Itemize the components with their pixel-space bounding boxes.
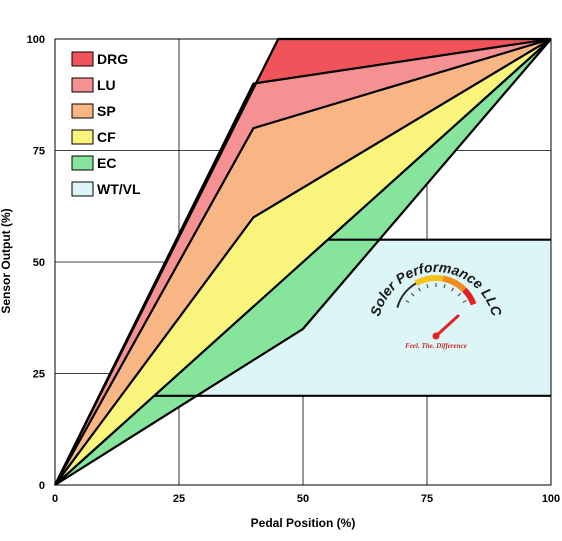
gauge-tick — [462, 300, 467, 303]
plot-frame — [54, 38, 552, 486]
y-tick-label-3: 75 — [33, 146, 45, 158]
legend-swatch-ec — [71, 155, 94, 171]
y-tick-label-4: 100 — [27, 34, 45, 46]
y-tick-label-0: 0 — [39, 480, 45, 492]
legend-swatch-wt-vl — [71, 181, 94, 197]
legend-label-cf: CF — [97, 129, 116, 145]
gauge-tick — [443, 284, 446, 289]
boundary-lines — [54, 37, 552, 486]
legend-label-drg: DRG — [97, 51, 128, 67]
gauge-icon — [396, 275, 477, 340]
logo-tagline: Feel. The. Difference — [405, 342, 467, 350]
x-tick-label-2: 50 — [297, 493, 309, 505]
gauge-needle — [434, 314, 460, 338]
x-axis-title: Pedal Position (%) — [251, 516, 356, 530]
x-tick-label-1: 25 — [173, 493, 185, 505]
tick-labels: 0 25 50 75 100 0 25 50 75 100 — [27, 34, 561, 505]
boundary-line-5 — [54, 38, 552, 486]
gauge-tick — [410, 292, 415, 297]
legend-label-ec: EC — [97, 155, 116, 171]
y-tick-label-2: 50 — [33, 257, 45, 269]
gauge-segment-3 — [462, 287, 477, 306]
y-axis-title: Sensor Output (%) — [0, 208, 13, 313]
x-tick-label-4: 100 — [542, 493, 560, 505]
gauge-hub — [432, 332, 440, 340]
area-sp — [55, 39, 551, 485]
gauge-tick — [405, 300, 410, 303]
legend-swatch-sp — [71, 103, 94, 119]
legend-label-sp: SP — [97, 103, 116, 119]
legend: DRG LU SP CF EC WT/VL — [71, 51, 141, 197]
boundary-line-1 — [54, 37, 552, 486]
gauge-tick — [457, 292, 462, 297]
legend-swatch-cf — [71, 129, 94, 145]
gauge-segment-1 — [414, 275, 444, 287]
boundary-line-2 — [54, 37, 552, 486]
legend-swatch-lu — [71, 77, 94, 93]
gauge-tick — [426, 284, 429, 289]
legend-label-lu: LU — [97, 77, 116, 93]
x-tick-label-3: 75 — [421, 493, 433, 505]
x-tick-label-0: 0 — [52, 493, 58, 505]
gauge-tick — [418, 287, 421, 292]
boundary-line-3 — [54, 38, 552, 486]
y-tick-label-1: 25 — [33, 369, 45, 381]
gauge-tick — [451, 287, 454, 292]
gauge-segment-0 — [396, 282, 417, 308]
boundary-line-4 — [54, 38, 552, 486]
gauge-segment-2 — [442, 275, 467, 292]
legend-swatch-drg — [71, 51, 94, 67]
legend-label-wt-vl: WT/VL — [97, 181, 141, 197]
